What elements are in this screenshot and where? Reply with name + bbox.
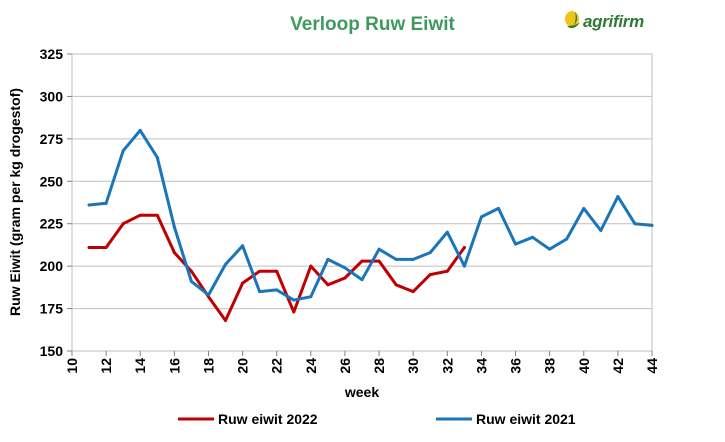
x-tick-label: 36 — [508, 358, 524, 374]
data-point — [411, 257, 415, 261]
data-point — [309, 295, 313, 299]
data-point — [241, 281, 245, 285]
data-point — [241, 244, 245, 248]
data-point — [104, 245, 108, 249]
legend-label-2022: Ruw eiwit 2022 — [218, 411, 318, 427]
series-line-1 — [87, 128, 654, 302]
data-point — [258, 290, 262, 294]
data-point — [224, 262, 228, 266]
data-point — [87, 203, 91, 207]
agrifirm-leaf-icon — [565, 11, 580, 29]
data-point — [155, 156, 159, 160]
x-tick-label: 26 — [337, 358, 353, 374]
y-tick-label: 175 — [40, 301, 64, 317]
x-axis-title: week — [344, 384, 379, 400]
x-tick-label: 18 — [200, 358, 216, 374]
x-tick-label: 10 — [64, 358, 80, 374]
x-tick-label: 20 — [235, 358, 251, 374]
logo-text: agrifirm — [583, 12, 644, 31]
x-tick-label: 28 — [371, 358, 387, 374]
data-point — [394, 257, 398, 261]
x-tick-label: 42 — [610, 358, 626, 374]
data-point — [87, 245, 91, 249]
data-point — [275, 269, 279, 273]
y-tick-label: 150 — [40, 343, 64, 359]
data-point — [189, 279, 193, 283]
data-point — [462, 245, 466, 249]
y-tick-label: 300 — [40, 88, 64, 104]
data-point — [343, 276, 347, 280]
data-point — [138, 213, 142, 217]
data-point — [565, 237, 569, 241]
data-point — [121, 149, 125, 153]
data-point — [445, 230, 449, 234]
data-point — [377, 259, 381, 263]
data-point — [155, 213, 159, 217]
data-point — [138, 128, 142, 132]
data-point — [377, 247, 381, 251]
data-point — [172, 225, 176, 229]
data-point — [496, 206, 500, 210]
data-point — [599, 229, 603, 233]
data-point — [121, 222, 125, 226]
x-tick-label: 16 — [166, 358, 182, 374]
data-point — [394, 283, 398, 287]
data-point — [514, 242, 518, 246]
data-point — [189, 269, 193, 273]
data-point — [206, 293, 210, 297]
data-point — [411, 290, 415, 294]
data-point — [309, 264, 313, 268]
x-tick-label: 44 — [644, 358, 660, 374]
gridlines — [72, 53, 652, 352]
x-tick-label: 24 — [303, 358, 319, 374]
data-point — [292, 310, 296, 314]
data-point — [326, 257, 330, 261]
x-tick-label: 22 — [269, 358, 285, 374]
data-point — [360, 259, 364, 263]
data-point — [258, 269, 262, 273]
data-point — [462, 264, 466, 268]
data-point — [275, 288, 279, 292]
x-tick-label: 14 — [132, 358, 148, 374]
data-point — [428, 251, 432, 255]
plot-area — [71, 53, 653, 352]
y-tick-label: 200 — [40, 258, 64, 274]
y-tick-labels: 150 175 200 225 250 275 300 325 — [40, 46, 72, 359]
y-tick-label: 275 — [40, 131, 64, 147]
data-point — [428, 273, 432, 277]
data-point — [224, 318, 228, 322]
y-axis-title: Ruw Eiwit (gram per kg drogestof) — [7, 88, 23, 316]
series-lines — [87, 128, 654, 322]
data-point — [616, 195, 620, 199]
data-point — [360, 278, 364, 282]
data-point — [343, 266, 347, 270]
y-tick-label: 250 — [40, 173, 64, 189]
data-point — [548, 247, 552, 251]
data-point — [633, 222, 637, 226]
x-tick-label: 30 — [405, 358, 421, 374]
data-point — [172, 251, 176, 255]
x-tick-label: 34 — [473, 358, 489, 374]
data-point — [582, 206, 586, 210]
legend-label-2021: Ruw eiwit 2021 — [476, 411, 576, 427]
x-tick-label: 38 — [542, 358, 558, 374]
data-point — [104, 201, 108, 205]
chart-title: Verloop Ruw Eiwit — [290, 14, 455, 35]
agrifirm-logo: agrifirm — [563, 8, 673, 38]
data-point — [292, 298, 296, 302]
data-point — [445, 269, 449, 273]
y-tick-label: 325 — [40, 46, 64, 62]
data-point — [479, 215, 483, 219]
x-tick-label: 40 — [576, 358, 592, 374]
data-point — [650, 223, 654, 227]
y-tick-label: 225 — [40, 216, 64, 232]
legend: Ruw eiwit 2022 Ruw eiwit 2021 — [178, 411, 576, 427]
x-tick-label: 32 — [439, 358, 455, 374]
data-point — [326, 283, 330, 287]
x-tick-label: 12 — [98, 358, 114, 374]
x-tick-labels: 10 12 14 16 18 20 22 24 26 28 30 32 34 36 38 40 42 44 — [64, 351, 660, 374]
data-point — [531, 235, 535, 239]
